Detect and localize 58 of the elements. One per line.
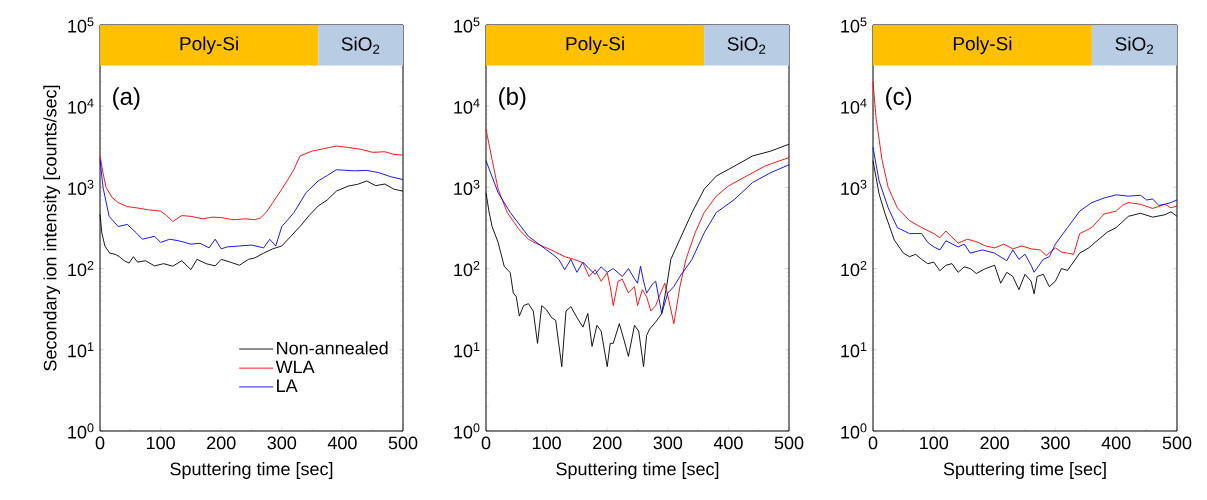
x-tick-label: 0 <box>868 436 878 450</box>
y-tick-label: 10$^{3}$ <box>68 179 94 196</box>
annotation: (a) <box>113 87 140 110</box>
annotation: (c) <box>886 87 912 110</box>
y-tick-label: 10$^{0}$ <box>841 423 867 439</box>
band-label: Poly-Si <box>180 36 238 55</box>
x-tick-label: 400 <box>713 436 743 450</box>
x-tick-label: 300 <box>267 436 297 450</box>
x-tick-label: 100 <box>146 436 175 450</box>
legend-label: LA <box>277 379 298 392</box>
line-series <box>872 147 1178 273</box>
annotation: (b) <box>499 87 526 110</box>
x-tick-label: 0 <box>95 436 105 450</box>
line-series <box>99 159 404 250</box>
band-label: SiO$_{2}$ <box>341 36 380 54</box>
line-series <box>99 145 404 222</box>
y-tick-label: 10$^{4}$ <box>454 98 480 114</box>
x-axis-title: Sputtering time [sec] <box>556 462 719 479</box>
y-tick-label: 10$^{3}$ <box>454 179 480 196</box>
x-tick-label: 400 <box>327 436 357 450</box>
line-series <box>485 160 790 314</box>
x-tick-label: 200 <box>207 436 236 450</box>
y-tick-label: 10$^{5}$ <box>68 17 94 33</box>
x-tick-label: 500 <box>774 436 804 450</box>
x-tick-label: 500 <box>1162 436 1192 450</box>
x-tick-label: 200 <box>593 436 622 450</box>
y-tick-label: 10$^{0}$ <box>68 423 94 439</box>
y-tick-label: 10$^{2}$ <box>454 260 480 277</box>
x-tick-label: 300 <box>653 436 683 450</box>
y-tick-label: 10$^{4}$ <box>68 98 94 114</box>
x-tick-label: 0 <box>481 436 491 450</box>
legend-label: WLA <box>275 360 315 374</box>
x-tick-label: 100 <box>532 436 561 450</box>
y-tick-label: 10$^{1}$ <box>454 342 480 358</box>
band-label: SiO$_{2}$ <box>727 36 766 54</box>
band-label: Poly-Si <box>953 36 1012 55</box>
x-axis-title: Sputtering time [sec] <box>170 462 333 479</box>
y-tick-label: 10$^{2}$ <box>841 260 867 277</box>
x-tick-label: 500 <box>388 436 418 450</box>
y-tick-label: 10$^{4}$ <box>841 98 867 114</box>
x-tick-label: 200 <box>980 436 1009 450</box>
y-tick-label: 10$^{0}$ <box>454 423 480 439</box>
y-tick-label: 10$^{1}$ <box>841 342 867 358</box>
y-tick-label: 10$^{5}$ <box>454 17 480 33</box>
line-series <box>485 128 790 325</box>
band-label: SiO$_{2}$ <box>1115 36 1154 54</box>
y-tick-label: 10$^{3}$ <box>841 179 867 196</box>
y-tick-label: 10$^{1}$ <box>68 342 94 358</box>
x-tick-label: 400 <box>1101 436 1131 450</box>
x-tick-label: 300 <box>1041 436 1070 450</box>
band-label: Poly-Si <box>566 36 624 55</box>
x-tick-label: 100 <box>920 436 949 450</box>
x-axis-title: Sputtering time [sec] <box>943 462 1106 479</box>
y-axis-title: Secondary ion intensity [counts/sec] <box>43 85 61 371</box>
y-tick-label: 10$^{5}$ <box>841 17 867 33</box>
line-series <box>872 81 1178 256</box>
legend-label: Non-annealed <box>277 341 388 355</box>
y-tick-label: 10$^{2}$ <box>68 260 94 277</box>
